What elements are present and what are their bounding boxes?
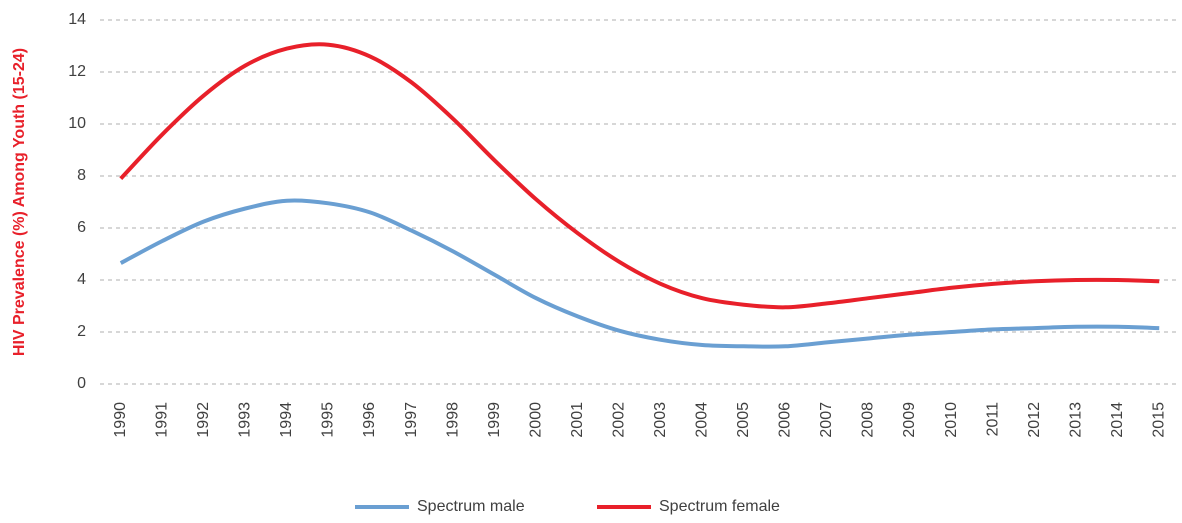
- x-tick-label: 2006: [777, 402, 794, 438]
- y-tick-label: 0: [77, 375, 86, 392]
- x-tick-label: 1993: [237, 402, 254, 438]
- y-tick-label: 14: [68, 11, 86, 28]
- y-axis-label: HIV Prevalence (%) Among Youth (15-24): [11, 48, 28, 356]
- x-tick-label: 2005: [735, 402, 752, 438]
- x-tick-label: 2007: [818, 402, 835, 438]
- y-tick-label: 6: [77, 219, 86, 236]
- x-tick-label: 2011: [984, 402, 1001, 437]
- x-tick-label: 1991: [154, 402, 171, 438]
- x-tick-label: 2002: [610, 402, 627, 438]
- x-tick-label: 2000: [527, 402, 544, 438]
- series-line: [119, 42, 1160, 310]
- y-tick-label: 12: [68, 63, 86, 80]
- x-tick-label: 2003: [652, 402, 669, 438]
- legend-label: Spectrum female: [659, 498, 780, 515]
- x-tick-label: 2012: [1026, 402, 1043, 438]
- x-tick-label: 2015: [1150, 402, 1167, 438]
- x-tick-label: 1994: [278, 402, 295, 438]
- x-tick-label: 2013: [1067, 402, 1084, 438]
- x-tick-label: 1998: [444, 402, 461, 438]
- y-tick-label: 8: [77, 167, 86, 184]
- y-tick-label: 10: [68, 115, 86, 132]
- x-tick-label: 2014: [1109, 402, 1126, 438]
- x-tick-label: 1990: [112, 402, 129, 438]
- x-tick-label: 1999: [486, 402, 503, 438]
- x-tick-label: 1995: [320, 402, 337, 438]
- x-tick-label: 2004: [694, 402, 711, 438]
- y-tick-label: 2: [77, 323, 86, 340]
- series-line: [119, 198, 1160, 349]
- x-tick-label: 1997: [403, 402, 420, 438]
- y-tick-label: 4: [77, 271, 86, 288]
- x-tick-label: 1996: [361, 402, 378, 438]
- x-tick-label: 2009: [901, 402, 918, 438]
- legend-label: Spectrum male: [417, 498, 525, 515]
- x-tick-label: 2001: [569, 402, 586, 438]
- x-tick-label: 2008: [860, 402, 877, 438]
- x-tick-label: 1992: [195, 402, 212, 438]
- x-tick-label: 2010: [943, 402, 960, 438]
